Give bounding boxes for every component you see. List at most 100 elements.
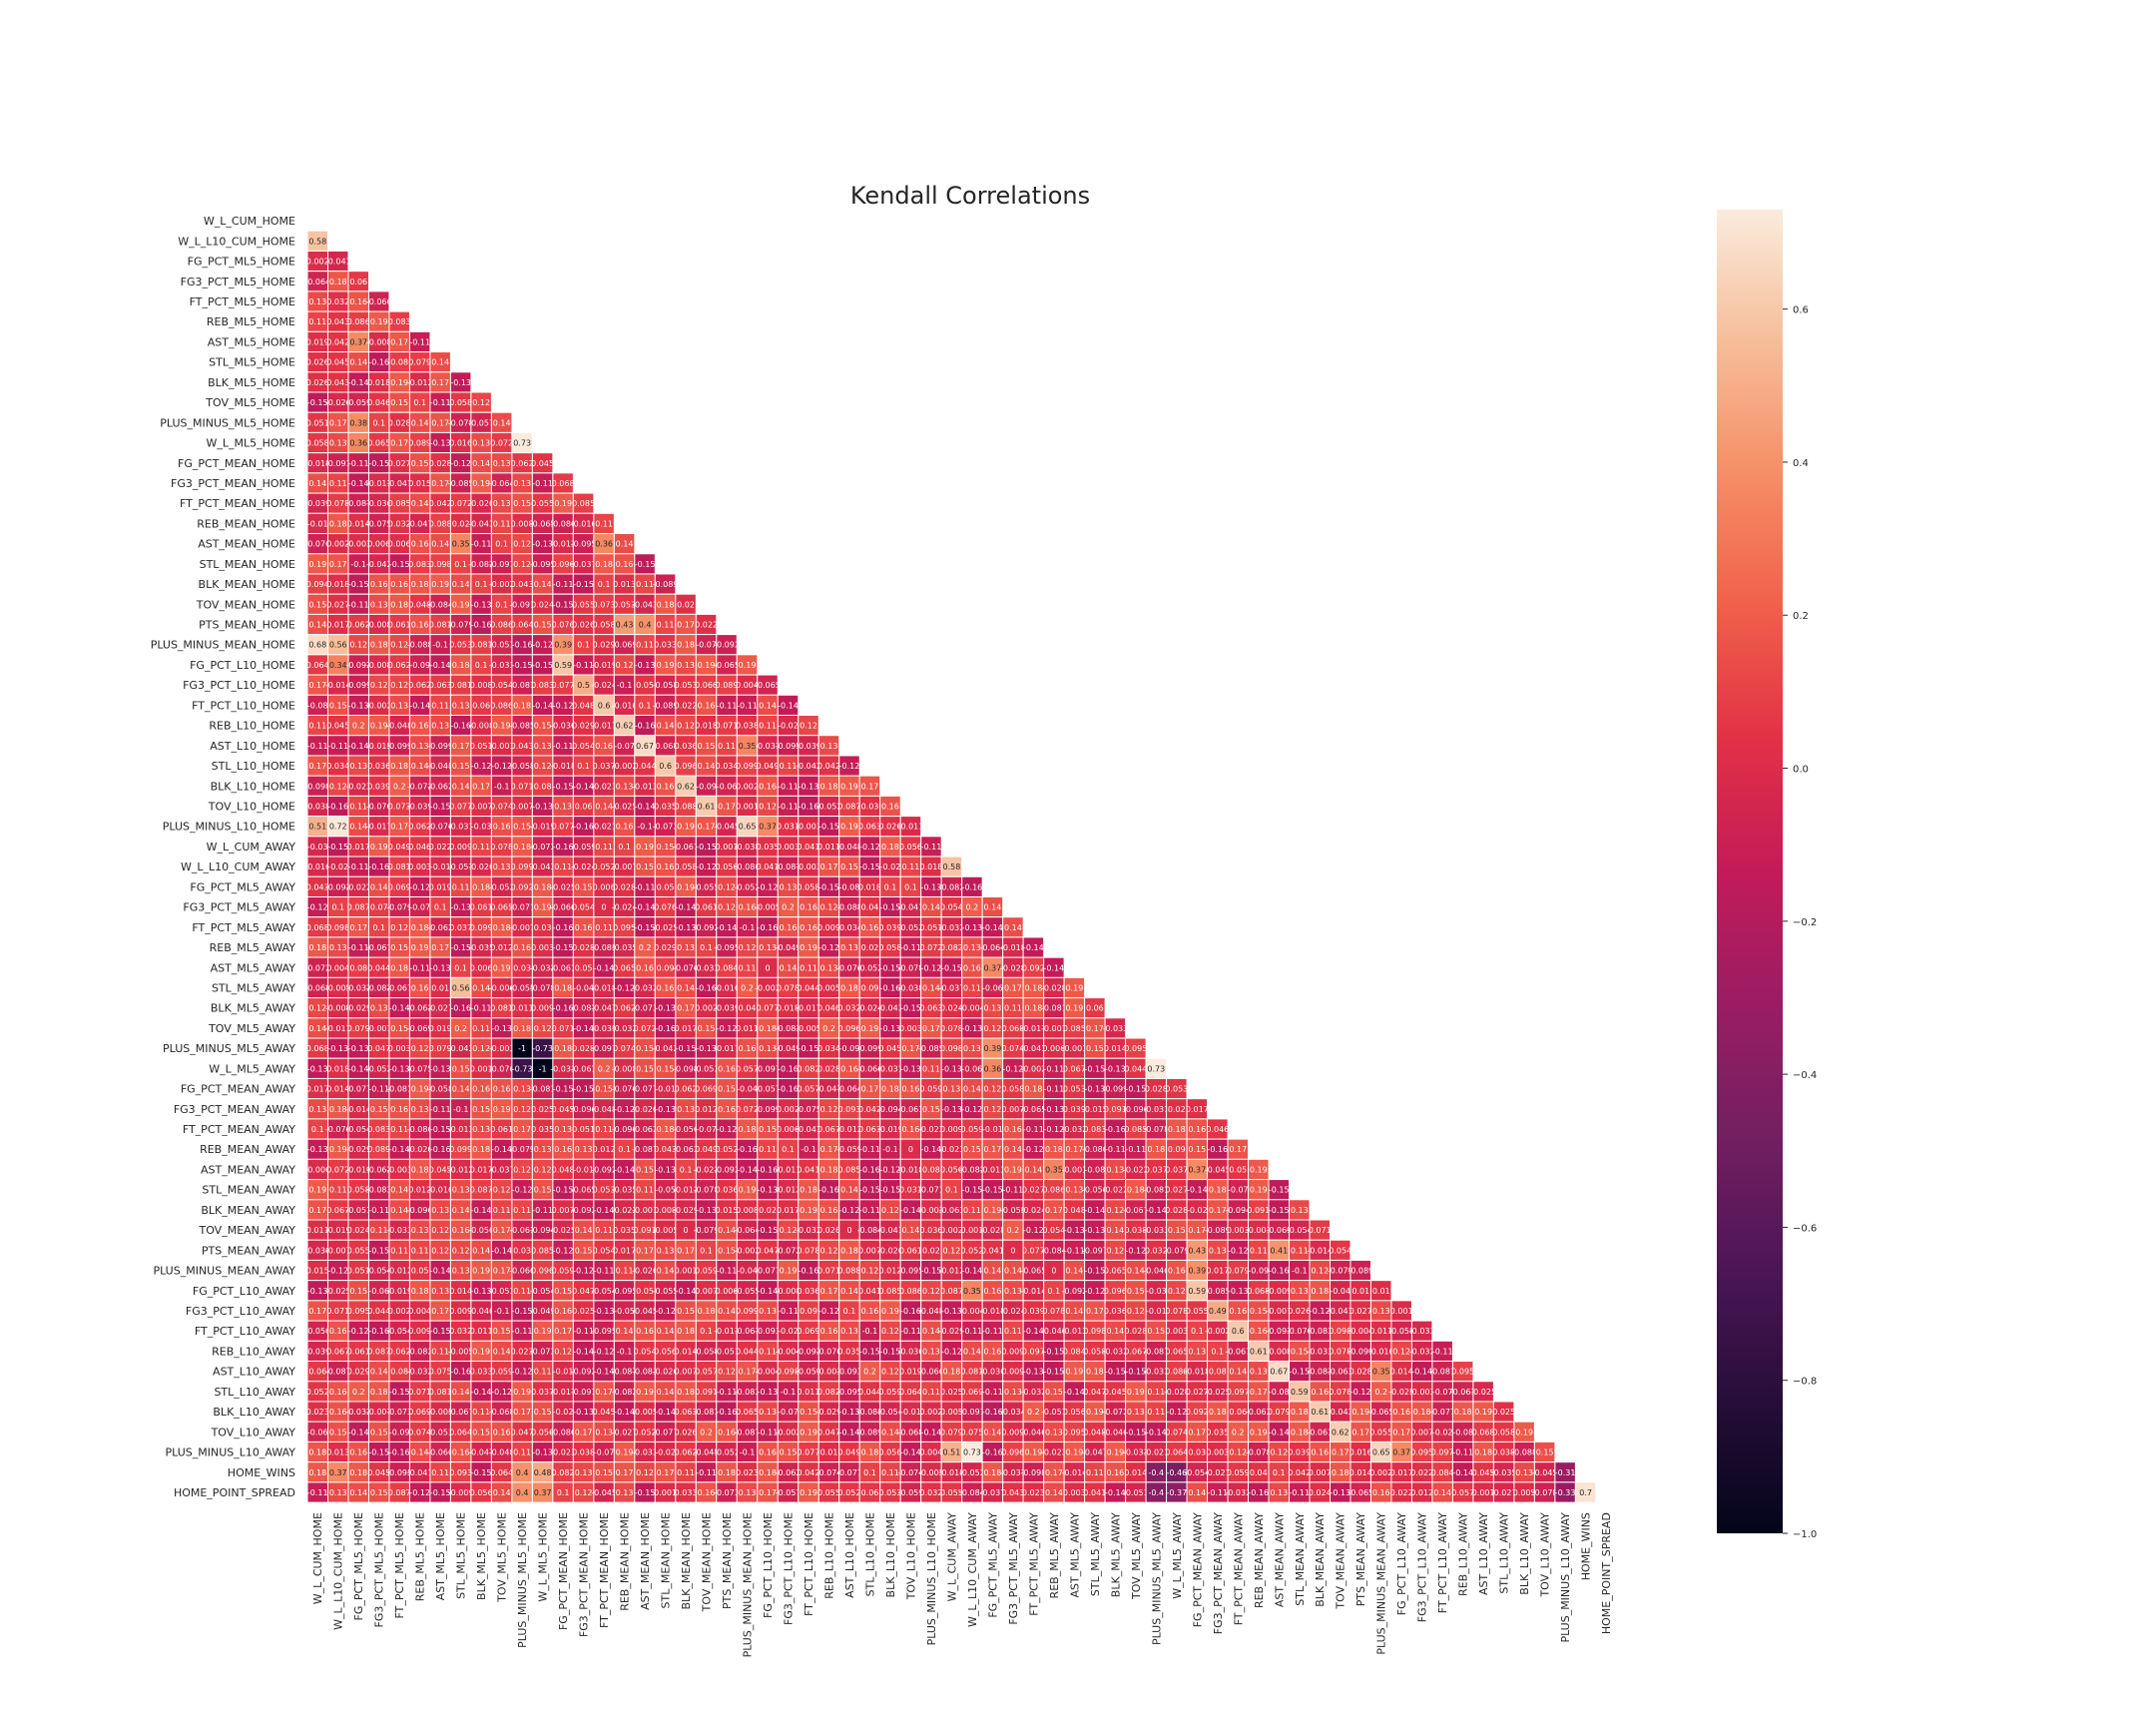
- heatmap-cell-label: -0.11: [553, 580, 574, 589]
- heatmap-cell-label: 0.15: [1045, 1388, 1063, 1397]
- heatmap-cell-label: -0.059: [836, 1145, 862, 1154]
- heatmap-cell-label: 0.18: [1209, 1408, 1227, 1417]
- heatmap-cell-label: 0.041: [798, 843, 820, 852]
- heatmap-cell-label: 0.12: [780, 1226, 798, 1235]
- heatmap-cell-label: -0.066: [427, 1448, 453, 1457]
- heatmap-cell-label: 0.14: [431, 358, 449, 367]
- heatmap-cell-label: 0.6: [659, 762, 672, 771]
- heatmap-cell-label: 0.17: [677, 1246, 695, 1255]
- heatmap-cell-label: 0.011: [511, 1004, 534, 1013]
- heatmap-cell-label: 0.028: [429, 459, 452, 468]
- heatmap-cell-label: -0.02: [655, 1448, 676, 1457]
- heatmap-cell-label: -0.11: [512, 1327, 533, 1336]
- heatmap-cell-label: 0.16: [657, 983, 675, 992]
- heatmap-cell-label: -0.098: [304, 782, 330, 791]
- heatmap-cell-label: 0.17: [739, 1368, 757, 1377]
- heatmap-cell-label: 0.19: [881, 1307, 899, 1316]
- heatmap-cell-label: 0.15: [698, 742, 716, 751]
- heatmap-cell-label: -0.052: [857, 963, 883, 972]
- heatmap-cell-label: 0.18: [1332, 1468, 1349, 1477]
- heatmap-cell-label: 0.087: [367, 1347, 390, 1356]
- heatmap-cell-label: 0.35: [1372, 1368, 1390, 1377]
- heatmap-cell-label: -0.11: [348, 600, 369, 609]
- heatmap-cell-label: -0.017: [714, 1044, 740, 1053]
- heatmap-cell-label: 0.18: [759, 1468, 777, 1477]
- heatmap-cell-label: 0.059: [960, 1125, 983, 1134]
- heatmap-cell-label: -0.15: [1044, 1368, 1065, 1377]
- heatmap-cell-label: 0.16: [370, 580, 388, 589]
- heatmap-cell-label: 0.17: [308, 762, 326, 771]
- heatmap-cell-label: -0.03: [1146, 1287, 1167, 1296]
- heatmap-cell-label: -0.16: [799, 1267, 819, 1276]
- heatmap-cell-label: -0.06: [962, 1064, 983, 1073]
- x-tick-label: FT_PCT_ML5_AWAY: [1027, 1512, 1040, 1616]
- heatmap-cell-label: -0.064: [489, 479, 515, 488]
- heatmap-cell-label: 0.01: [431, 983, 449, 992]
- heatmap-cell-label: 0.18: [554, 983, 572, 992]
- heatmap-cell-label: -0.14: [778, 701, 799, 710]
- heatmap-cell-label: 0.078: [326, 499, 349, 508]
- heatmap-cell-label: -0.15: [1269, 1186, 1290, 1195]
- heatmap-cell-label: 0.1: [1211, 1347, 1224, 1356]
- heatmap-cell-label: 0.077: [798, 1448, 820, 1457]
- heatmap-cell-label: 0.1: [618, 1145, 631, 1154]
- heatmap-cell-label: -0.09: [409, 661, 430, 670]
- heatmap-cell-label: 0.39: [984, 1044, 1002, 1053]
- heatmap-cell-label: 0.18: [739, 1125, 757, 1134]
- heatmap-cell-label: 0.063: [858, 823, 881, 832]
- heatmap-cell-label: 0.14: [1065, 1267, 1083, 1276]
- heatmap-cell-label: 0.16: [902, 1085, 920, 1094]
- heatmap-cell-label: 0.1: [475, 580, 488, 589]
- heatmap-cell-label: 0.11: [922, 1064, 940, 1073]
- heatmap-cell-label: -0.11: [859, 1206, 880, 1215]
- heatmap-cell-label: 0.065: [736, 1408, 759, 1417]
- heatmap-cell-label: 0.1: [372, 923, 385, 932]
- heatmap-cell-label: -0.12: [553, 701, 574, 710]
- heatmap-cell-label: 0.042: [817, 762, 840, 771]
- heatmap-cell-label: 0.19: [1515, 1428, 1533, 1437]
- heatmap-cell-label: 0.4: [516, 1488, 529, 1497]
- heatmap-cell-label: 0.17: [1188, 1428, 1206, 1437]
- heatmap-cell-label: 0.37: [984, 963, 1002, 972]
- heatmap-cell-label: 0.083: [367, 1125, 390, 1134]
- heatmap-cell-label: -0.003: [345, 540, 371, 549]
- heatmap-cell-label: 0.18: [1454, 1408, 1472, 1417]
- heatmap-cell-label: 0.036: [919, 1226, 942, 1235]
- heatmap-cell-label: 0.035: [613, 1226, 636, 1235]
- heatmap-cell-label: -0.15: [635, 560, 656, 569]
- heatmap-cell-label: -0.07: [696, 641, 717, 650]
- heatmap-cell-label: -0.064: [304, 278, 330, 287]
- heatmap-cell-label: 0: [684, 1226, 689, 1235]
- y-tick-label: FG3_PCT_ML5_AWAY: [183, 901, 295, 914]
- heatmap-cell-label: -0.15: [676, 1044, 697, 1053]
- heatmap-cell-label: -0.07: [1228, 1186, 1249, 1195]
- heatmap-cell-label: 0.1: [495, 600, 508, 609]
- heatmap-cell-label: 0.16: [800, 903, 817, 912]
- y-tick-label: BLK_L10_HOME: [211, 780, 295, 793]
- x-tick-label: REB_L10_AWAY: [1457, 1512, 1470, 1596]
- y-tick-label: TOV_ML5_AWAY: [208, 1022, 295, 1035]
- heatmap-cell-label: -0.02: [1432, 1428, 1453, 1437]
- heatmap-cell-label: 0.17: [1188, 1226, 1206, 1235]
- heatmap-cell-label: 0.12: [1392, 1347, 1410, 1356]
- heatmap-cell-label: -0.087: [735, 1428, 761, 1437]
- heatmap-cell-label: 0.19: [493, 963, 511, 972]
- heatmap-cell-label: -0.11: [982, 1388, 1003, 1397]
- heatmap-cell-label: 0.16: [329, 1408, 347, 1417]
- heatmap-cell-label: -0.001: [366, 1024, 392, 1033]
- heatmap-cell-label: 0.13: [677, 1105, 695, 1114]
- heatmap-cell-label: 0.14: [595, 802, 613, 811]
- heatmap-cell-label: 0.087: [388, 1488, 411, 1497]
- heatmap-cell-label: 0.1: [1273, 1468, 1286, 1477]
- heatmap-cell-label: -0.088: [407, 641, 433, 650]
- heatmap-cell-label: 0.071: [817, 1267, 840, 1276]
- heatmap-cell-label: 0.12: [452, 1246, 470, 1255]
- heatmap-cell-label: 0.14: [984, 1428, 1002, 1437]
- heatmap-cell-label: 0.016: [1349, 1448, 1372, 1457]
- heatmap-cell-label: 0.19: [840, 823, 858, 832]
- heatmap-cell-label: -0.14: [348, 1428, 369, 1437]
- heatmap-cell-label: 0.16: [472, 1085, 490, 1094]
- heatmap-cell-label: 0.35: [452, 540, 470, 549]
- heatmap-cell-label: -0.025: [550, 1226, 576, 1235]
- heatmap-cell-label: 0.1: [843, 1307, 856, 1316]
